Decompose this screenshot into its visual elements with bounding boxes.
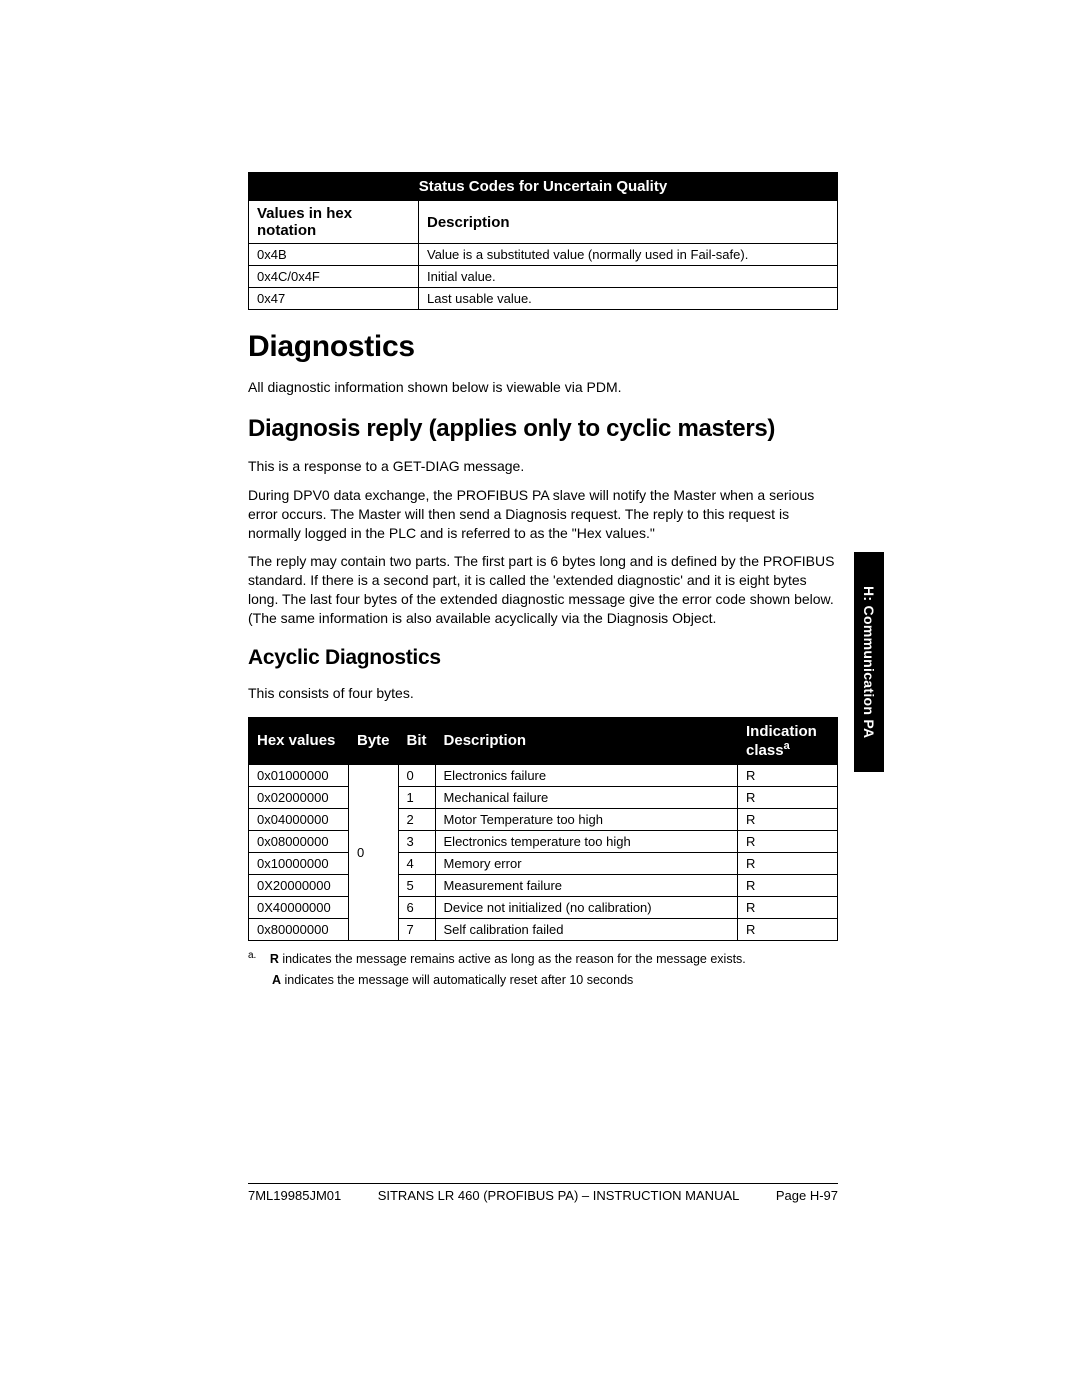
description-cell: Value is a substituted value (normally u… bbox=[419, 244, 838, 266]
desc-cell: Self calibration failed bbox=[435, 918, 737, 940]
table-row: 0x02000000 1 Mechanical failure R bbox=[249, 786, 838, 808]
hex-cell: 0x08000000 bbox=[249, 830, 349, 852]
table-row: 0x80000000 7 Self calibration failed R bbox=[249, 918, 838, 940]
footer-rule bbox=[248, 1183, 838, 1184]
footer-title: SITRANS LR 460 (PROFIBUS PA) – INSTRUCTI… bbox=[378, 1188, 740, 1203]
table1-col1-header: Values in hex notation bbox=[249, 201, 419, 244]
table-row: 0x47 Last usable value. bbox=[249, 288, 838, 310]
bit-cell: 1 bbox=[398, 786, 435, 808]
table-row: 0x01000000 0 0 Electronics failure R bbox=[249, 764, 838, 786]
table1-col2-header: Description bbox=[419, 201, 838, 244]
ind-cell: R bbox=[738, 786, 838, 808]
page-content: Status Codes for Uncertain Quality Value… bbox=[248, 172, 838, 989]
footnote-text: indicates the message remains active as … bbox=[279, 952, 746, 966]
table2-indication-header: Indication classa bbox=[738, 717, 838, 764]
table-row: 0x4C/0x4F Initial value. bbox=[249, 266, 838, 288]
table-row: 0X20000000 5 Measurement failure R bbox=[249, 874, 838, 896]
footer-page-number: Page H-97 bbox=[776, 1188, 838, 1203]
description-cell: Initial value. bbox=[419, 266, 838, 288]
ind-cell: R bbox=[738, 896, 838, 918]
body-text: This is a response to a GET-DIAG message… bbox=[248, 457, 838, 476]
table-row: 0x04000000 2 Motor Temperature too high … bbox=[249, 808, 838, 830]
ind-cell: R bbox=[738, 764, 838, 786]
table1-title: Status Codes for Uncertain Quality bbox=[249, 173, 838, 201]
desc-cell: Memory error bbox=[435, 852, 737, 874]
table2-bit-header: Bit bbox=[398, 717, 435, 764]
ind-cell: R bbox=[738, 918, 838, 940]
hex-cell: 0X20000000 bbox=[249, 874, 349, 896]
footnote-bold: A bbox=[272, 973, 281, 987]
body-text: The reply may contain two parts. The fir… bbox=[248, 552, 838, 628]
byte-cell: 0 bbox=[349, 764, 399, 940]
hex-cell: 0X40000000 bbox=[249, 896, 349, 918]
section-tab: H: Communication PA bbox=[854, 552, 884, 772]
page-footer: 7ML19985JM01 SITRANS LR 460 (PROFIBUS PA… bbox=[248, 1188, 838, 1203]
diagnosis-reply-heading: Diagnosis reply (applies only to cyclic … bbox=[248, 415, 838, 443]
bit-cell: 4 bbox=[398, 852, 435, 874]
table-row: 0X40000000 6 Device not initialized (no … bbox=[249, 896, 838, 918]
bit-cell: 6 bbox=[398, 896, 435, 918]
body-text: This consists of four bytes. bbox=[248, 684, 838, 703]
bit-cell: 0 bbox=[398, 764, 435, 786]
bit-cell: 2 bbox=[398, 808, 435, 830]
table2-byte-header: Byte bbox=[349, 717, 399, 764]
hex-value-cell: 0x4C/0x4F bbox=[249, 266, 419, 288]
body-text: All diagnostic information shown below i… bbox=[248, 378, 838, 397]
diagnostics-heading: Diagnostics bbox=[248, 330, 838, 364]
bit-cell: 5 bbox=[398, 874, 435, 896]
hex-value-cell: 0x4B bbox=[249, 244, 419, 266]
ind-cell: R bbox=[738, 874, 838, 896]
desc-cell: Electronics failure bbox=[435, 764, 737, 786]
indication-line1: Indication bbox=[746, 723, 817, 740]
desc-cell: Device not initialized (no calibration) bbox=[435, 896, 737, 918]
footnote-text: indicates the message will automatically… bbox=[281, 973, 633, 987]
hex-cell: 0x02000000 bbox=[249, 786, 349, 808]
hex-value-cell: 0x47 bbox=[249, 288, 419, 310]
description-cell: Last usable value. bbox=[419, 288, 838, 310]
table2-desc-header: Description bbox=[435, 717, 737, 764]
desc-cell: Electronics temperature too high bbox=[435, 830, 737, 852]
footnote-a-line2: A indicates the message will automatical… bbox=[248, 972, 838, 989]
footnote-marker: a. bbox=[248, 950, 256, 961]
hex-cell: 0x10000000 bbox=[249, 852, 349, 874]
bit-cell: 7 bbox=[398, 918, 435, 940]
bit-cell: 3 bbox=[398, 830, 435, 852]
desc-cell: Motor Temperature too high bbox=[435, 808, 737, 830]
table-row: 0x10000000 4 Memory error R bbox=[249, 852, 838, 874]
footnote-bold: R bbox=[270, 952, 279, 966]
hex-cell: 0x01000000 bbox=[249, 764, 349, 786]
hex-cell: 0x04000000 bbox=[249, 808, 349, 830]
acyclic-diagnostics-table: Hex values Byte Bit Description Indicati… bbox=[248, 717, 838, 941]
desc-cell: Mechanical failure bbox=[435, 786, 737, 808]
footnote-sup: a bbox=[784, 740, 790, 752]
hex-cell: 0x80000000 bbox=[249, 918, 349, 940]
table2-hex-header: Hex values bbox=[249, 717, 349, 764]
footer-doc-id: 7ML19985JM01 bbox=[248, 1188, 341, 1203]
footnote-a: a. R indicates the message remains activ… bbox=[248, 949, 838, 968]
table-row: 0x4B Value is a substituted value (norma… bbox=[249, 244, 838, 266]
status-codes-table: Status Codes for Uncertain Quality Value… bbox=[248, 172, 838, 310]
body-text: During DPV0 data exchange, the PROFIBUS … bbox=[248, 486, 838, 543]
table-row: 0x08000000 3 Electronics temperature too… bbox=[249, 830, 838, 852]
ind-cell: R bbox=[738, 830, 838, 852]
desc-cell: Measurement failure bbox=[435, 874, 737, 896]
ind-cell: R bbox=[738, 852, 838, 874]
acyclic-diagnostics-heading: Acyclic Diagnostics bbox=[248, 646, 838, 670]
indication-line2: class bbox=[746, 742, 784, 759]
ind-cell: R bbox=[738, 808, 838, 830]
